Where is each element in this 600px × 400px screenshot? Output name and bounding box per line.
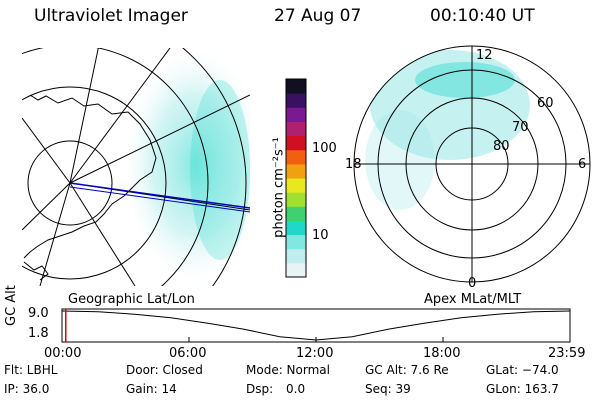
gc-alt-info: GC Alt: 7.6 Re (365, 363, 449, 377)
meridians (22, 48, 250, 286)
orbit-track (69, 186, 250, 213)
colorbar-segment (286, 79, 306, 94)
altitude-timeline (61, 308, 571, 343)
mlt-label-dawn: 6 (578, 157, 587, 172)
timeline-frame (61, 308, 571, 343)
colorbar-unit-label: photon cm⁻²s⁻¹ (271, 137, 287, 238)
mlt-label-midnight: 0 (468, 276, 477, 291)
mlat-label-60: 60 (537, 96, 554, 111)
mlat-label-80: 80 (493, 139, 510, 154)
colorbar-segment (286, 149, 306, 165)
seq-info: Seq: 39 (365, 382, 411, 396)
glat-info: GLat: −74.0 (486, 363, 559, 377)
instrument-title: Ultraviolet Imager (34, 6, 188, 26)
timeline-xtick: 23:59 (548, 346, 586, 361)
colorbar-segment (286, 107, 306, 122)
mlt-label-noon: 12 (476, 48, 493, 63)
colorbar-segment (286, 234, 306, 250)
left-map-caption: Geographic Lat/Lon (68, 292, 195, 307)
colorbar-segment (286, 206, 306, 221)
aurora-oval-core (415, 62, 515, 98)
coastline-peninsula (23, 261, 49, 281)
colorbar (285, 78, 307, 278)
timeline-ylabel: GC Alt (4, 285, 19, 326)
colorbar-tick-10: 10 (312, 228, 329, 243)
magnetic-polar-plot (353, 45, 591, 283)
dsp-value: 0.0 (286, 382, 306, 396)
orbit-track (69, 182, 250, 209)
mlt-label-dusk: 18 (345, 157, 362, 172)
geographic-map (22, 48, 250, 286)
door-info: Door: Closed (126, 363, 203, 377)
gain-info: Gain: 14 (126, 382, 177, 396)
lat-circle-inner (27, 140, 113, 226)
lat-circle-outer (182, 48, 247, 286)
aurora-emission-left (125, 50, 250, 280)
date-label: 27 Aug 07 (274, 6, 362, 26)
colorbar-segment (286, 121, 306, 137)
aurora-core-left (190, 80, 250, 260)
colorbar-segment (286, 93, 306, 108)
colorbar-segment (286, 178, 306, 193)
aurora-diffuse (365, 110, 435, 210)
colorbar-segment (286, 262, 306, 278)
coastline (23, 94, 157, 259)
mode-info: Mode: Normal (246, 363, 330, 377)
right-map-caption: Apex MLat/MLT (424, 292, 522, 307)
colorbar-frame (285, 78, 307, 278)
colorbar-segment (286, 248, 306, 264)
lat-circle (22, 48, 209, 286)
dsp-label: Dsp: (246, 382, 274, 396)
timeline-xtick: 06:00 (169, 346, 207, 361)
colorbar-segment (286, 192, 306, 207)
colorbar-segment (286, 220, 306, 236)
lat-circle (22, 86, 167, 280)
timeline-ytick-min: 1.8 (28, 326, 49, 341)
timeline-xtick: 00:00 (44, 346, 82, 361)
glon-info: GLon: 163.7 (486, 382, 559, 396)
timeline-xtick: 18:00 (423, 346, 461, 361)
colorbar-segment (286, 163, 306, 179)
ip-info: IP: 36.0 (4, 382, 50, 396)
colorbar-tick-100: 100 (312, 141, 337, 156)
filter-info: Flt: LBHL (4, 363, 58, 377)
timeline-xtick: 12:00 (296, 346, 334, 361)
time-label: 00:10:40 UT (430, 6, 535, 26)
colorbar-segment (286, 135, 306, 151)
timeline-tick-marks (61, 337, 571, 342)
mlat-label-70: 70 (512, 120, 529, 135)
timeline-ytick-max: 9.0 (28, 306, 49, 321)
